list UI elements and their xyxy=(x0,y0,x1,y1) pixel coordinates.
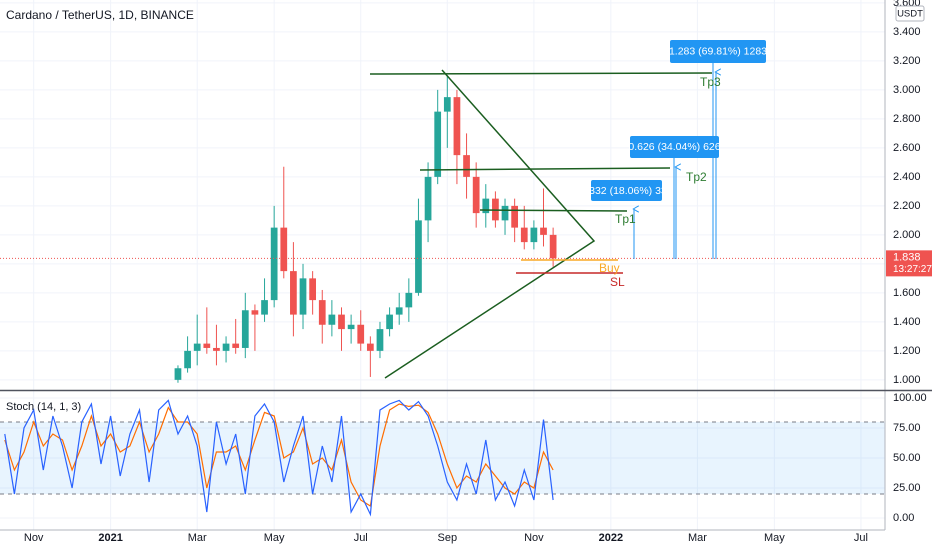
y-tick-label: 2.400 xyxy=(893,171,921,183)
tp2-line xyxy=(419,167,671,171)
last-price-box xyxy=(886,250,932,277)
y2-tick-label: 100.00 xyxy=(893,392,927,404)
x-tick-label: Jul xyxy=(854,532,868,544)
candle-body xyxy=(270,227,278,301)
buy-label: Buy xyxy=(599,261,620,275)
tp3-label: Tp3 xyxy=(700,75,721,89)
candle-body xyxy=(251,310,259,315)
candle-body xyxy=(309,278,317,301)
last-price-label: 1.838 xyxy=(893,251,921,263)
price-pane xyxy=(0,75,885,383)
candle-body xyxy=(213,347,220,351)
candle-body xyxy=(472,176,480,214)
candle-body xyxy=(261,300,268,315)
axes: Nov 2021 Mar May Jul Sep Nov 2022 Mar May Jul 1.000… xyxy=(24,0,932,544)
x-tick-label: 2021 xyxy=(98,532,122,544)
candle-body xyxy=(193,343,201,351)
candle-body xyxy=(338,314,345,330)
tp1-label: Tp1 xyxy=(615,212,636,226)
y-tick-label: 2.200 xyxy=(893,200,921,212)
candle-body xyxy=(290,271,297,315)
y2-tick-label: 75.00 xyxy=(893,422,921,434)
candle-body xyxy=(511,205,519,228)
candle-body xyxy=(415,220,422,293)
candle-body xyxy=(530,227,538,243)
x-tick-label: Nov xyxy=(524,532,544,544)
candle-body xyxy=(347,324,355,330)
x-tick-label: Mar xyxy=(688,532,707,544)
candle-body xyxy=(328,314,336,325)
drawings xyxy=(369,63,716,379)
candle-body xyxy=(501,205,509,221)
candle-body xyxy=(443,97,451,112)
candle-body xyxy=(184,350,191,369)
candle-body xyxy=(299,278,307,315)
x-tick-label: Jul xyxy=(354,532,368,544)
sl-label: SL xyxy=(610,275,625,289)
indicator-title: Stoch (14, 1, 3) xyxy=(6,401,81,413)
stoch-pane xyxy=(0,399,885,517)
tp1-line xyxy=(479,209,628,212)
candle-body xyxy=(357,324,365,344)
measure-label: 0.626 (34.04%) 626 xyxy=(628,141,720,153)
countdown: 13:27:27 xyxy=(893,264,932,275)
tp2-label: Tp2 xyxy=(686,170,707,184)
grid xyxy=(0,0,885,530)
y2-tick-label: 50.00 xyxy=(893,452,921,464)
candle-body xyxy=(203,343,211,348)
candle-body xyxy=(386,314,393,330)
y-tick-label: 3.400 xyxy=(893,26,921,38)
measure-box xyxy=(670,40,766,63)
x-tick-label: Sep xyxy=(438,532,458,544)
candle-body xyxy=(520,227,528,243)
y-tick-label: 2.000 xyxy=(893,229,921,241)
candle-body xyxy=(376,329,384,351)
candle-body xyxy=(232,343,240,348)
candle-body xyxy=(241,310,249,348)
measure-label: 0.332 (18.06%) 332 xyxy=(580,185,672,197)
stoch-band xyxy=(0,422,885,494)
symbol-title: Cardano / TetherUS, 1D, BINANCE xyxy=(6,8,194,22)
candle-body xyxy=(395,307,403,315)
y-tick-label: 1.400 xyxy=(893,316,921,328)
y-tick-label: 1.000 xyxy=(893,374,921,386)
x-tick-label: May xyxy=(764,532,785,544)
measure-box xyxy=(591,180,662,201)
candle-body xyxy=(482,198,490,214)
y-tick-label: 1.600 xyxy=(893,287,921,299)
triangle xyxy=(384,69,596,379)
candle-body xyxy=(222,343,230,351)
y-tick-label: 2.800 xyxy=(893,113,921,125)
measure-label: 1.283 (69.81%) 1283 xyxy=(669,45,767,57)
candle-body xyxy=(366,343,374,351)
candle-body xyxy=(434,111,442,177)
candle-body xyxy=(424,176,432,221)
measure-box xyxy=(630,136,719,158)
x-tick-label: 2022 xyxy=(599,532,623,544)
y-tick-label: 1.200 xyxy=(893,345,921,357)
y-tick-label: 3.000 xyxy=(893,84,921,96)
x-tick-label: Nov xyxy=(24,532,44,544)
y-tick-label: 3.200 xyxy=(893,55,921,67)
currency-box xyxy=(895,5,925,22)
candle-body xyxy=(280,227,288,272)
stoch-line xyxy=(4,399,554,517)
candle-body xyxy=(463,155,470,177)
y-tick-label: 3.600 xyxy=(893,0,921,9)
currency: USDT xyxy=(897,9,923,20)
candle-body xyxy=(318,300,326,325)
x-tick-label: May xyxy=(264,532,285,544)
y2-tick-label: 0.00 xyxy=(893,512,914,524)
y-tick-label: 2.600 xyxy=(893,142,921,154)
candle-body xyxy=(174,368,182,380)
candle-body xyxy=(540,227,547,235)
candle-body xyxy=(453,97,461,156)
x-tick-label: Mar xyxy=(188,532,207,544)
candle-body xyxy=(405,292,413,308)
y2-tick-label: 25.00 xyxy=(893,482,921,494)
tp3-line xyxy=(369,72,713,75)
candle-body xyxy=(549,234,557,259)
